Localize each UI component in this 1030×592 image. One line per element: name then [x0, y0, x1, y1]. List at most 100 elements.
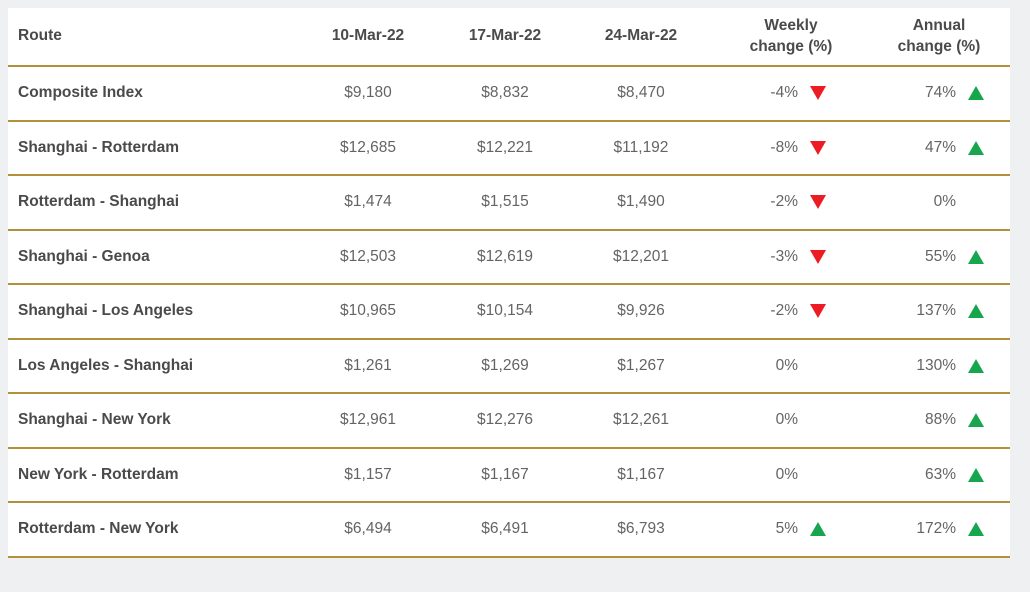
annual-change-cell: 88%	[845, 393, 1010, 448]
col-header-date-1: 10-Mar-22	[331, 27, 405, 45]
trend-up-icon	[966, 521, 986, 537]
route-cell: Shanghai - New York	[18, 411, 171, 429]
annual-change-value: 74%	[924, 84, 956, 102]
weekly-change-value: -3%	[770, 247, 798, 265]
annual-change-value: 0%	[933, 193, 956, 211]
weekly-change-label-line2: change (%)	[749, 37, 833, 55]
col-header-annual-change: Annual change (%)	[845, 8, 1010, 66]
weekly-change-value: -4%	[770, 84, 798, 102]
price-cell-1: $12,503	[339, 247, 397, 265]
price-cell-3: $12,201	[612, 247, 670, 265]
table-row: Shanghai - Rotterdam $12,685 $12,221 $11…	[8, 120, 1010, 176]
col-header-route: Route	[18, 27, 62, 45]
annual-change-value: 172%	[916, 520, 956, 538]
route-cell: New York - Rotterdam	[18, 465, 179, 483]
route-cell: Composite Index	[18, 84, 143, 102]
weekly-change-value: -2%	[770, 193, 798, 211]
route-cell: Shanghai - Genoa	[18, 247, 150, 265]
weekly-change-cell: -4%	[705, 66, 845, 121]
table-header: Route 10-Mar-22 17-Mar-22 24-Mar-22 Week…	[8, 8, 1010, 66]
annual-change-cell: 63%	[845, 448, 1010, 503]
price-cell-1: $12,685	[339, 138, 397, 156]
weekly-change-cell: -2%	[705, 284, 845, 339]
price-cell-1: $1,474	[344, 193, 392, 211]
annual-change-label-line2: change (%)	[897, 37, 981, 55]
trend-up-icon	[966, 412, 986, 428]
trend-up-icon	[966, 140, 986, 156]
weekly-change-value: 0%	[775, 356, 798, 374]
col-header-date-3: 24-Mar-22	[604, 27, 678, 45]
weekly-change-cell: 5%	[705, 502, 845, 557]
trend-down-icon	[808, 249, 828, 265]
trend-up-icon	[966, 249, 986, 265]
annual-change-value: 88%	[924, 411, 956, 429]
table-row: Los Angeles - Shanghai $1,261 $1,269 $1,…	[8, 338, 1010, 394]
trend-placeholder	[966, 194, 986, 210]
trend-down-icon	[808, 303, 828, 319]
annual-change-cell: 130%	[845, 339, 1010, 394]
table-row: Rotterdam - New York $6,494 $6,491 $6,79…	[8, 502, 1010, 557]
freight-rates-table: Route 10-Mar-22 17-Mar-22 24-Mar-22 Week…	[8, 8, 1010, 558]
weekly-change-cell: 0%	[705, 448, 845, 503]
weekly-change-value: -8%	[770, 138, 798, 156]
annual-change-value: 63%	[924, 465, 956, 483]
annual-change-label-line1: Annual	[912, 16, 966, 34]
weekly-change-value: -2%	[770, 302, 798, 320]
trend-up-icon	[966, 358, 986, 374]
weekly-change-cell: 0%	[705, 339, 845, 394]
annual-change-cell: 47%	[845, 121, 1010, 176]
price-cell-3: $11,192	[613, 138, 669, 156]
weekly-change-cell: -2%	[705, 175, 845, 230]
trend-down-icon	[808, 194, 828, 210]
trend-placeholder	[808, 412, 828, 428]
price-cell-1: $6,494	[344, 520, 392, 538]
price-cell-2: $8,832	[481, 84, 529, 102]
header-row: Route 10-Mar-22 17-Mar-22 24-Mar-22 Week…	[8, 8, 1010, 66]
annual-change-value: 130%	[916, 356, 956, 374]
weekly-change-label-line1: Weekly	[764, 16, 818, 34]
route-cell: Rotterdam - Shanghai	[18, 193, 180, 211]
route-cell: Shanghai - Rotterdam	[18, 138, 180, 156]
col-header-weekly-change: Weekly change (%)	[705, 8, 845, 66]
price-cell-3: $1,267	[617, 356, 665, 374]
price-cell-1: $1,157	[344, 465, 392, 483]
weekly-change-value: 5%	[775, 520, 798, 538]
table-row: Rotterdam - Shanghai $1,474 $1,515 $1,49…	[8, 175, 1010, 230]
table-row: Shanghai - Genoa $12,503 $12,619 $12,201…	[8, 229, 1010, 285]
annual-change-value: 47%	[924, 138, 956, 156]
freight-rates-card: Route 10-Mar-22 17-Mar-22 24-Mar-22 Week…	[8, 8, 1010, 558]
trend-up-icon	[966, 303, 986, 319]
annual-change-value: 137%	[916, 302, 956, 320]
price-cell-1: $1,261	[344, 356, 392, 374]
trend-down-icon	[808, 140, 828, 156]
col-header-date-2: 17-Mar-22	[468, 27, 542, 45]
annual-change-cell: 0%	[845, 175, 1010, 230]
table-body: Composite Index $9,180 $8,832 $8,470 -4%…	[8, 66, 1010, 557]
price-cell-3: $1,167	[617, 465, 665, 483]
price-cell-3: $6,793	[617, 520, 665, 538]
table-row: New York - Rotterdam $1,157 $1,167 $1,16…	[8, 447, 1010, 503]
trend-up-icon	[808, 521, 828, 537]
price-cell-2: $1,269	[481, 356, 529, 374]
route-cell: Los Angeles - Shanghai	[18, 356, 194, 374]
price-cell-1: $10,965	[339, 302, 397, 320]
table-row: Shanghai - Los Angeles $10,965 $10,154 $…	[8, 284, 1010, 339]
price-cell-2: $12,276	[476, 411, 534, 429]
price-cell-2: $12,221	[476, 138, 534, 156]
weekly-change-value: 0%	[775, 465, 798, 483]
trend-down-icon	[808, 85, 828, 101]
price-cell-2: $6,491	[481, 520, 529, 538]
trend-up-icon	[966, 467, 986, 483]
weekly-change-cell: 0%	[705, 393, 845, 448]
price-cell-2: $1,167	[481, 465, 529, 483]
route-cell: Shanghai - Los Angeles	[18, 302, 194, 320]
route-cell: Rotterdam - New York	[18, 520, 179, 538]
price-cell-3: $1,490	[617, 193, 665, 211]
annual-change-cell: 172%	[845, 502, 1010, 557]
table-row: Composite Index $9,180 $8,832 $8,470 -4%…	[8, 66, 1010, 121]
price-cell-1: $9,180	[344, 84, 392, 102]
price-cell-2: $1,515	[481, 193, 529, 211]
weekly-change-cell: -3%	[705, 230, 845, 285]
annual-change-cell: 137%	[845, 284, 1010, 339]
annual-change-cell: 74%	[845, 66, 1010, 121]
